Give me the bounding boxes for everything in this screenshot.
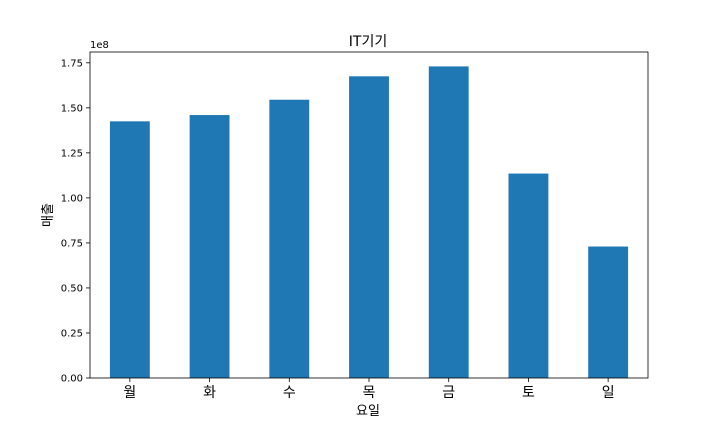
y-tick-label: 0.50 [61,283,83,294]
x-tick-label: 화 [203,385,216,401]
bar [269,99,310,378]
y-tick-label: 1.50 [61,103,83,114]
x-tick-label: 수 [283,385,296,401]
x-axis-label: 요일 [356,404,380,419]
y-axis-label: 매출 [41,203,56,227]
plot-frame [89,51,649,379]
x-tick-label: 목 [363,385,376,401]
chart-title: IT기기 [349,34,387,50]
y-axis-ticks: 0.00 0.25 0.50 0.75 1.00 1.25 1.50 1.75 [61,58,90,385]
y-tick-label: 1.75 [61,58,83,69]
x-tick-label: 금 [442,385,455,401]
y-tick-label: 0.25 [61,328,83,339]
y-tick-label: 0.00 [61,374,83,385]
x-tick-label: 일 [602,385,615,401]
bar [588,246,629,378]
bars [109,66,629,379]
bar [189,115,230,379]
bar [508,173,549,378]
y-tick-label: 1.00 [61,193,83,204]
bar [109,121,150,379]
x-tick-label: 토 [522,385,535,401]
y-tick-label: 1.25 [61,148,83,159]
bar [349,76,389,379]
x-tick-label: 월 [123,385,136,401]
y-tick-label: 0.75 [61,238,83,249]
y-axis-offset-label: 1e8 [90,40,109,51]
bar [428,66,469,378]
